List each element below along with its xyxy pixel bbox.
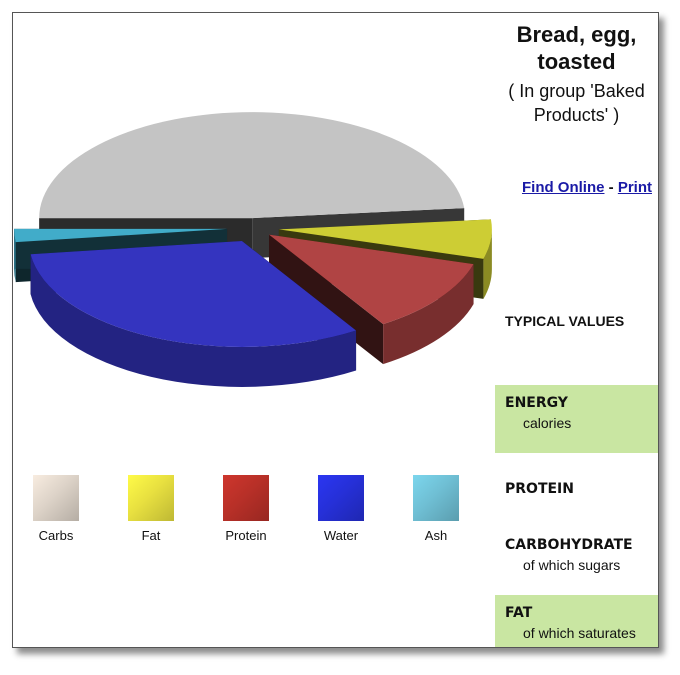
nutrient-sublabel: calories <box>523 415 572 431</box>
legend-swatch <box>413 475 459 521</box>
nutrient-row-protein: PROTEIN <box>495 471 658 521</box>
legend-item-water: Water <box>306 475 376 543</box>
nutrition-card: Carbs Fat Protein Water Ash Bread, egg, toas… <box>12 12 659 648</box>
typical-values-heading: TYPICAL VALUES <box>505 313 625 329</box>
legend-label: Carbs <box>38 528 74 543</box>
legend-label: Fat <box>141 528 161 543</box>
nutrient-label: FAT <box>505 605 533 621</box>
legend-label: Water <box>323 528 359 543</box>
legend-swatch <box>318 475 364 521</box>
find-online-link[interactable]: Find Online <box>521 179 605 196</box>
nutrient-row-fat: FAT of which saturates <box>495 595 658 647</box>
nutrient-row-energy: ENERGY calories <box>495 385 658 453</box>
legend-item-carbs: Carbs <box>21 475 91 543</box>
legend-item-fat: Fat <box>116 475 186 543</box>
legend-swatch <box>128 475 174 521</box>
info-panel: Bread, egg, toasted ( In group 'Baked Pr… <box>495 13 658 647</box>
nutrient-sublabel: of which sugars <box>523 557 621 573</box>
nutrient-sublabel: of which saturates <box>523 625 636 641</box>
nutrient-label: CARBOHYDRATE <box>505 537 633 553</box>
legend-swatch <box>33 475 79 521</box>
nutrient-label: PROTEIN <box>505 481 574 497</box>
slice-outer-wall <box>14 228 16 283</box>
nutrient-label: ENERGY <box>505 395 568 411</box>
food-title: Bread, egg, toasted <box>516 22 637 74</box>
slice-top-carbs <box>39 112 465 219</box>
legend-item-protein: Protein <box>211 475 281 543</box>
chart-legend: Carbs Fat Protein Water Ash <box>21 475 481 545</box>
legend-label: Protein <box>225 528 267 543</box>
slice-top-fat <box>278 219 492 259</box>
slice-outer-wall <box>483 229 492 299</box>
slice-top-ash <box>14 228 228 243</box>
food-group: ( In group 'Baked Products' ) <box>508 81 645 125</box>
action-links: Find Online - Print <box>495 179 658 196</box>
slice-top-protein <box>268 234 474 325</box>
slice-outer-wall <box>30 254 357 387</box>
legend-swatch <box>223 475 269 521</box>
legend-item-ash: Ash <box>401 475 471 543</box>
pie-chart: Carbs Fat Protein Water Ash <box>13 13 493 647</box>
legend-label: Ash <box>424 528 448 543</box>
print-link[interactable]: Print <box>617 179 652 196</box>
pie-chart-svg <box>14 112 492 387</box>
link-separator: - <box>608 179 614 196</box>
nutrient-row-carbohydrate: CARBOHYDRATE of which sugars <box>495 527 658 587</box>
slice-top-water <box>30 240 357 347</box>
slice-outer-wall <box>383 264 474 365</box>
